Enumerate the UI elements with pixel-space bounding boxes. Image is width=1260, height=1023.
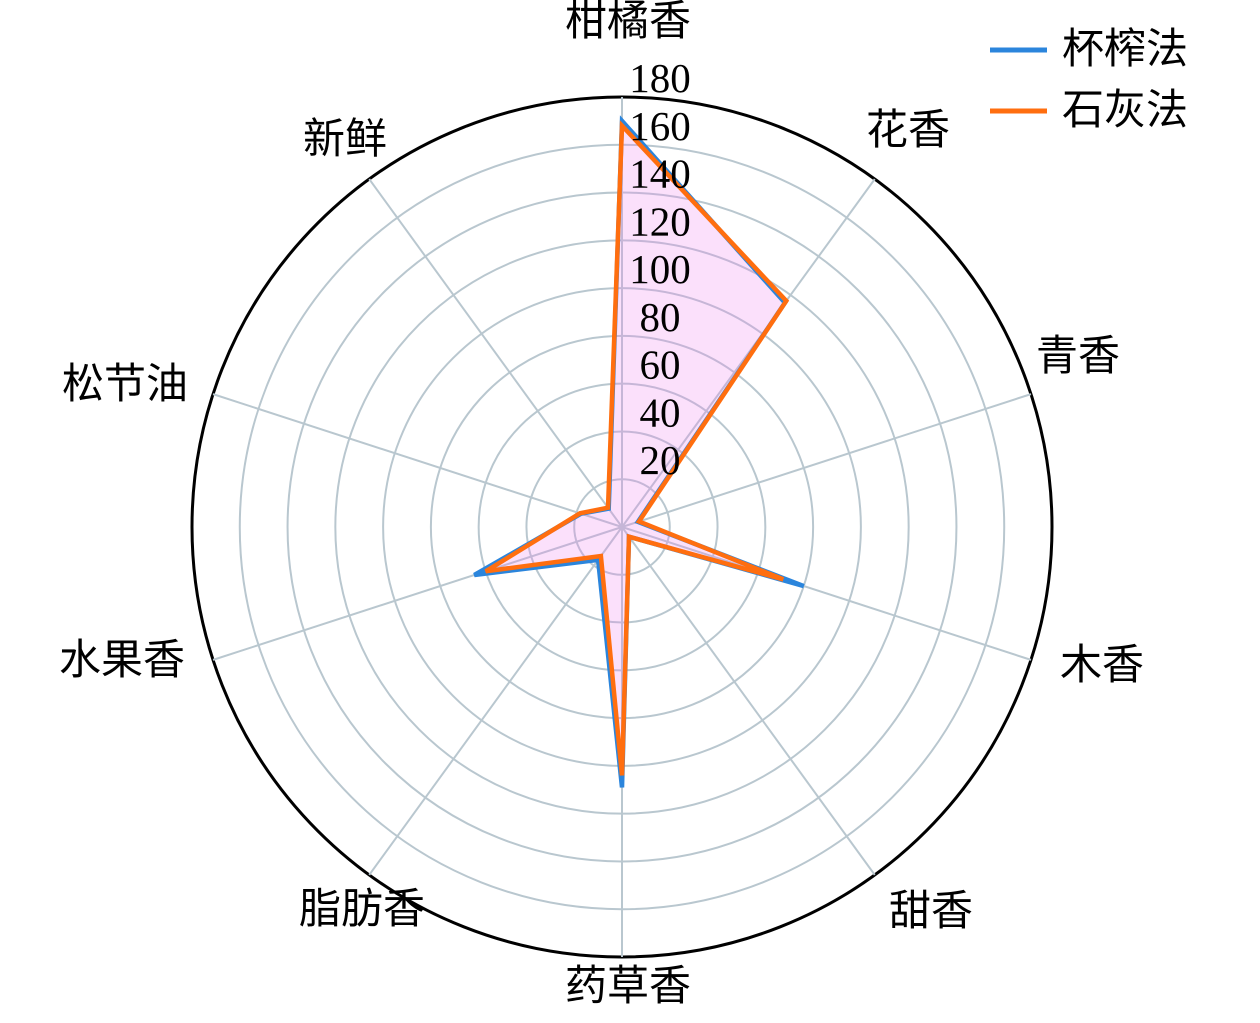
category-label-6: 脂肪香 [299,887,425,933]
polar-spoke [368,526,623,876]
polar-spoke [212,526,623,661]
category-label-4: 甜香 [889,889,973,935]
category-label-3: 木香 [1060,643,1144,689]
radial-tick-label: 180 [629,55,691,101]
category-label-7: 水果香 [59,638,185,684]
series-line-lime-method [484,120,790,776]
polar-spoke [368,178,623,528]
radial-tick-label: 140 [629,151,691,197]
polar-spoke [621,526,876,876]
radial-tick-label: 100 [629,246,691,292]
category-label-5: 药草香 [565,964,691,1010]
legend-label-lime-method: 石灰法 [1062,88,1188,134]
category-label-9: 新鲜 [303,117,387,163]
polar-spoke [621,393,1032,528]
legend-label-cup-press: 杯榨法 [1062,26,1188,73]
polar-spoke [212,393,623,528]
polar-spoke [621,526,1032,661]
category-label-8: 松节油 [62,362,188,408]
polar-spoke [621,178,876,528]
category-label-1: 花香 [866,108,950,154]
radial-tick-label: 120 [629,198,691,244]
category-label-2: 青香 [1036,334,1120,380]
series-fill-area [474,120,804,788]
radial-tick-label: 40 [640,389,681,435]
radial-tick-label: 20 [640,437,681,483]
radial-tick-label: 160 [629,103,691,149]
category-label-0: 柑橘香 [565,0,691,45]
radial-tick-label: 60 [640,342,681,388]
radial-tick-label: 80 [640,294,681,340]
